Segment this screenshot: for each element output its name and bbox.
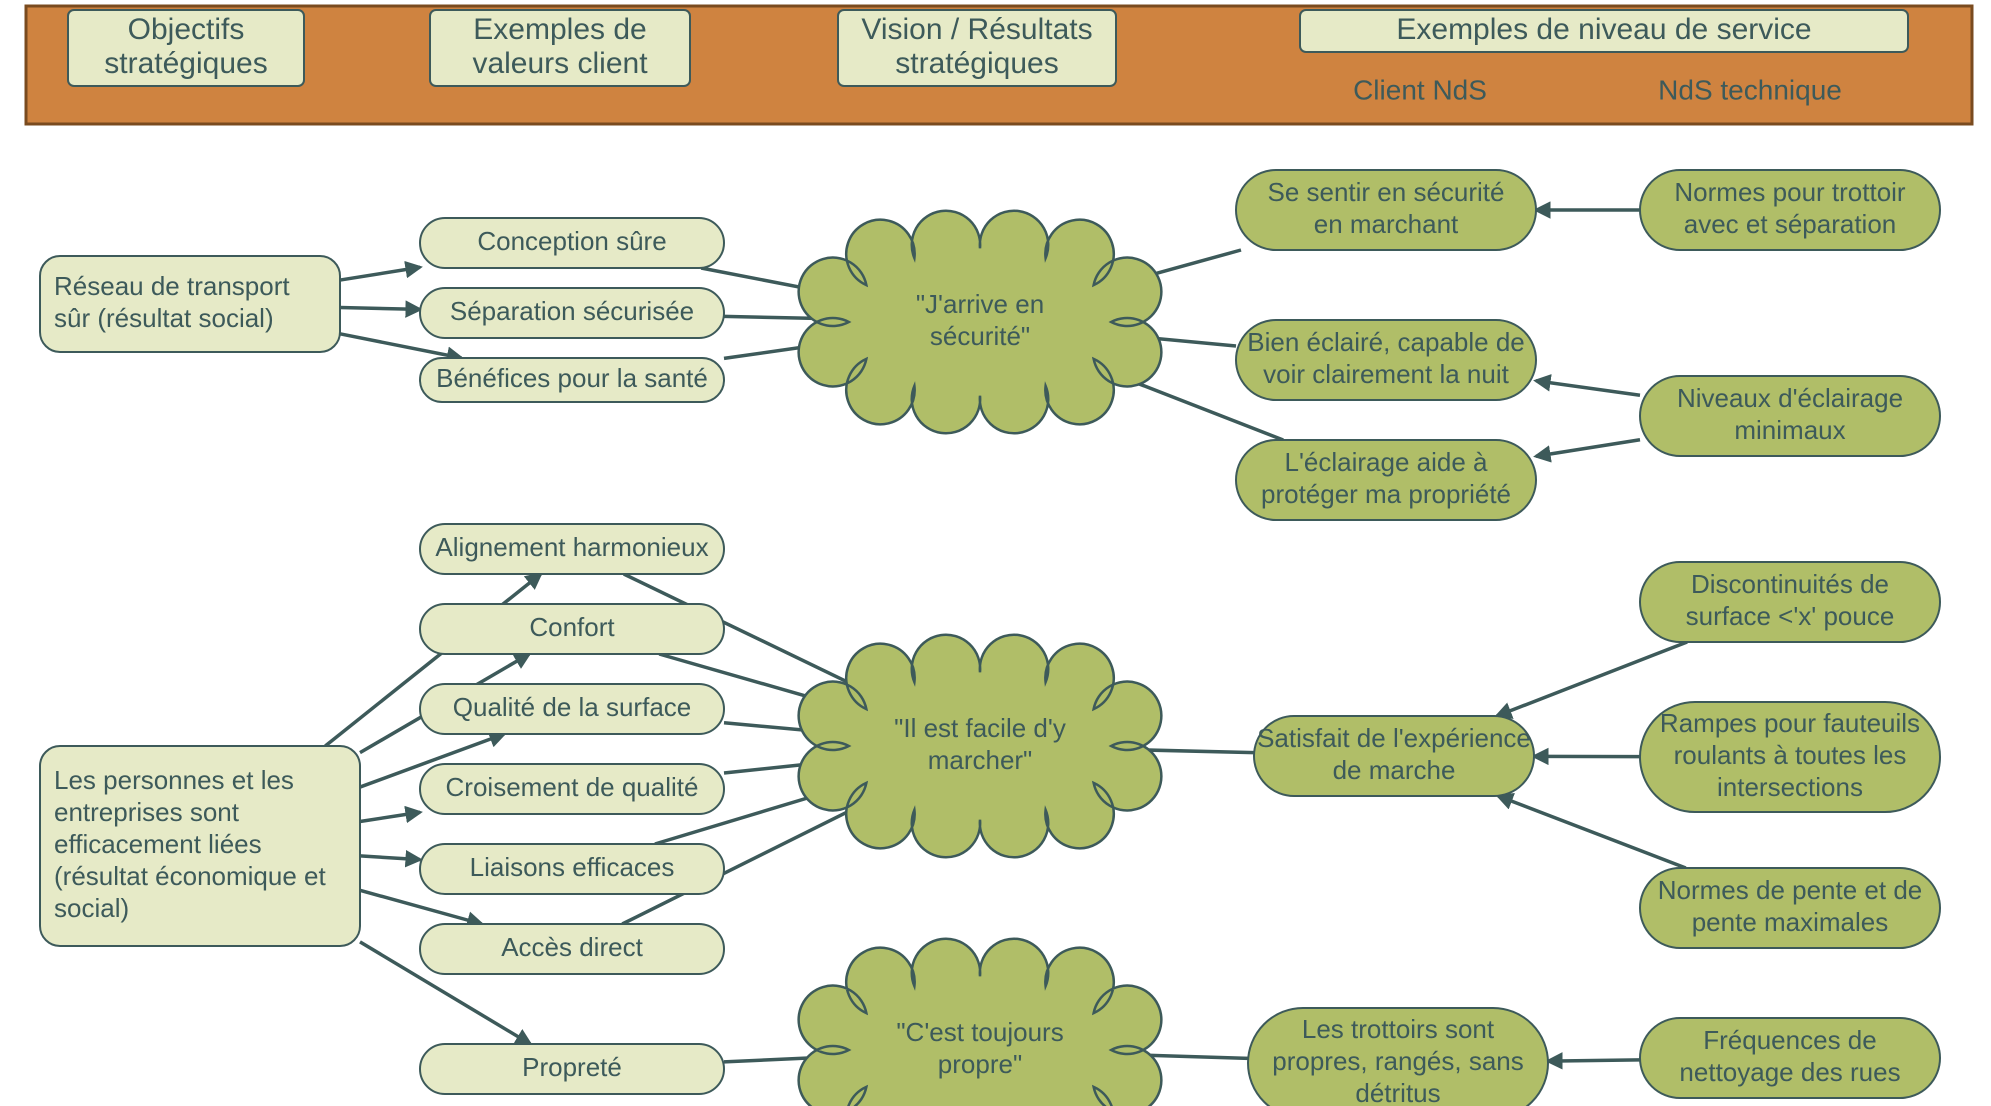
node-tn4-line0: Rampes pour fauteuils: [1660, 708, 1920, 738]
node-c3-line1: propre": [938, 1049, 1022, 1079]
node-tn6: Fréquences denettoyage des rues: [1640, 1018, 1940, 1098]
header-h2-line1: valeurs client: [472, 47, 648, 80]
node-cn4: Satisfait de l'expériencede marche: [1254, 716, 1534, 796]
node-tn4-line1: roulants à toutes les: [1674, 740, 1907, 770]
nodes-layer: Réseau de transportsûr (résultat social)…: [40, 170, 1940, 1106]
node-v8: Liaisons efficaces: [420, 844, 724, 894]
node-c1-line0: "J'arrive en: [916, 289, 1044, 319]
node-c1-line1: sécurité": [930, 321, 1030, 351]
node-tn4: Rampes pour fauteuilsroulants à toutes l…: [1640, 702, 1940, 812]
node-v8-line0: Liaisons efficaces: [470, 852, 675, 882]
node-obj1-line0: Réseau de transport: [54, 271, 290, 301]
node-tn5: Normes de pente et depente maximales: [1640, 868, 1940, 948]
node-v2-line0: Séparation sécurisée: [450, 296, 694, 326]
edge-obj2-v7: [360, 812, 420, 821]
node-v9-line0: Accès direct: [501, 932, 643, 962]
node-c3: "C'est toujourspropre": [799, 939, 1162, 1106]
edge-obj2-v9: [360, 890, 482, 924]
node-v7-line0: Croisement de qualité: [446, 772, 699, 802]
node-obj2-line3: (résultat économique et: [54, 861, 326, 891]
node-tn3-line1: surface <'x' pouce: [1686, 601, 1895, 631]
header-h1-line0: Objectifs: [128, 13, 245, 46]
node-v1: Conception sûre: [420, 218, 724, 268]
node-cn3-line1: protéger ma propriété: [1261, 479, 1511, 509]
node-cn3: L'éclairage aide àprotéger ma propriété: [1236, 440, 1536, 520]
edge-tn6-cn5: [1548, 1060, 1640, 1061]
node-cn5-line1: propres, rangés, sans: [1272, 1046, 1523, 1076]
node-cn2: Bien éclairé, capable devoir clairement …: [1236, 320, 1536, 400]
node-tn1: Normes pour trottoiravec et séparation: [1640, 170, 1940, 250]
node-cn3-line0: L'éclairage aide à: [1285, 447, 1489, 477]
node-obj2: Les personnes et lesentreprises sonteffi…: [40, 746, 360, 946]
edge-obj1-v1: [340, 267, 420, 280]
node-v6: Qualité de la surface: [420, 684, 724, 734]
edge-tn3-cn4: [1497, 642, 1687, 716]
node-obj1-line1: sûr (résultat social): [54, 303, 274, 333]
header-h4-line0: Exemples de niveau de service: [1396, 13, 1811, 46]
header-h3-line0: Vision / Résultats: [861, 13, 1092, 46]
node-tn5-line0: Normes de pente et de: [1658, 875, 1923, 905]
node-obj2-line1: entreprises sont: [54, 797, 240, 827]
node-cn2-line1: voir clairement la nuit: [1263, 359, 1509, 389]
node-v4: Alignement harmonieux: [420, 524, 724, 574]
node-tn4-line2: intersections: [1717, 772, 1863, 802]
node-cn2-line0: Bien éclairé, capable de: [1247, 327, 1525, 357]
edge-tn2-cn2: [1536, 381, 1640, 395]
node-tn1-line0: Normes pour trottoir: [1674, 177, 1906, 207]
node-obj2-line2: efficacement liées: [54, 829, 262, 859]
node-cn1-line0: Se sentir en sécurité: [1267, 177, 1504, 207]
node-c2-line0: "Il est facile d'y: [894, 713, 1066, 743]
node-tn1-line1: avec et séparation: [1684, 209, 1896, 239]
node-v3: Bénéfices pour la santé: [420, 358, 724, 402]
node-v6-line0: Qualité de la surface: [453, 692, 691, 722]
node-cn5-line0: Les trottoirs sont: [1302, 1014, 1495, 1044]
node-cn5-line2: détritus: [1355, 1078, 1440, 1106]
node-v5: Confort: [420, 604, 724, 654]
edge-tn2-cn3: [1536, 440, 1640, 456]
node-c3-line0: "C'est toujours: [896, 1017, 1063, 1047]
subheader-s1: Client NdS: [1353, 74, 1487, 105]
node-cn4-line1: de marche: [1333, 755, 1456, 785]
edge-obj2-v8: [360, 856, 420, 860]
node-obj2-line4: social): [54, 893, 129, 923]
node-cn1-line1: en marchant: [1314, 209, 1459, 239]
header-h3-line1: stratégiques: [895, 47, 1058, 80]
node-tn3: Discontinuités desurface <'x' pouce: [1640, 562, 1940, 642]
node-tn6-line0: Fréquences de: [1703, 1025, 1876, 1055]
node-v4-line0: Alignement harmonieux: [435, 532, 708, 562]
node-c1: "J'arrive ensécurité": [799, 211, 1162, 434]
node-v10-line0: Propreté: [522, 1052, 622, 1082]
node-obj1: Réseau de transportsûr (résultat social): [40, 256, 340, 352]
edge-obj1-v2: [340, 308, 420, 310]
node-v3-line0: Bénéfices pour la santé: [436, 363, 708, 393]
node-c2: "Il est facile d'ymarcher": [799, 635, 1162, 858]
node-tn2-line0: Niveaux d'éclairage: [1677, 383, 1903, 413]
node-c2-line1: marcher": [928, 745, 1033, 775]
node-v7: Croisement de qualité: [420, 764, 724, 814]
edge-tn5-cn4: [1498, 796, 1686, 868]
node-v2: Séparation sécurisée: [420, 288, 724, 338]
node-v10: Propreté: [420, 1044, 724, 1094]
node-cn4-line0: Satisfait de l'expérience: [1257, 723, 1531, 753]
node-v5-line0: Confort: [529, 612, 615, 642]
node-tn2-line1: minimaux: [1734, 415, 1845, 445]
node-obj2-line0: Les personnes et les: [54, 765, 294, 795]
node-tn5-line1: pente maximales: [1692, 907, 1889, 937]
node-v1-line0: Conception sûre: [477, 226, 666, 256]
node-tn6-line1: nettoyage des rues: [1679, 1057, 1900, 1087]
header-h1-line1: stratégiques: [104, 47, 267, 80]
node-v9: Accès direct: [420, 924, 724, 974]
subheader-s2: NdS technique: [1658, 74, 1842, 105]
node-tn2: Niveaux d'éclairageminimaux: [1640, 376, 1940, 456]
node-cn1: Se sentir en sécuritéen marchant: [1236, 170, 1536, 250]
header-h2-line0: Exemples de: [473, 13, 646, 46]
node-cn5: Les trottoirs sontpropres, rangés, sansd…: [1248, 1008, 1548, 1106]
node-tn3-line0: Discontinuités de: [1691, 569, 1889, 599]
